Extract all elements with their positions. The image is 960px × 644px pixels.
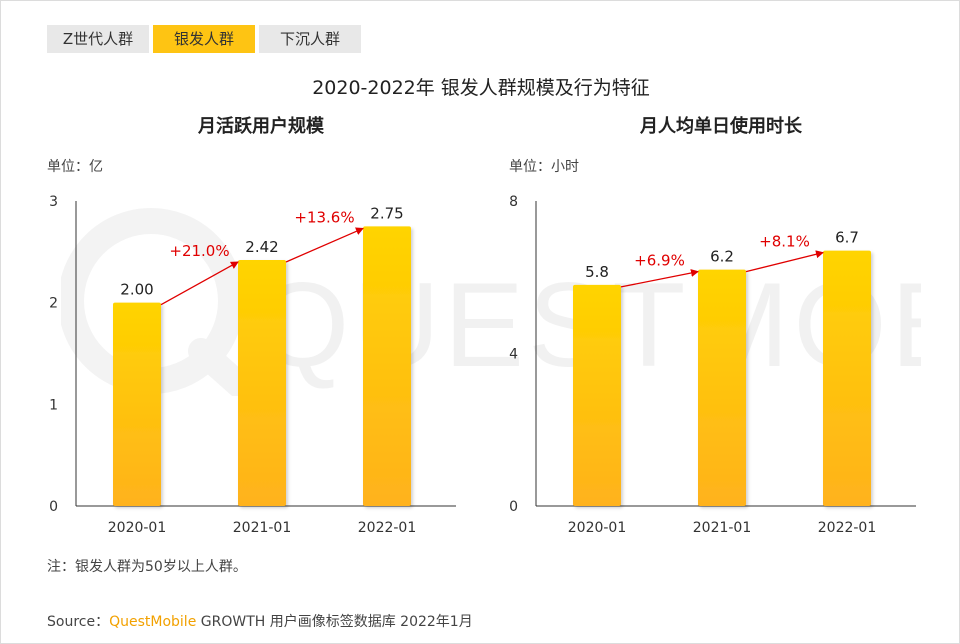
tab-silver[interactable]: 银发人群 xyxy=(153,25,255,53)
bar-value-label: 2.00 xyxy=(120,281,153,299)
growth-arrow xyxy=(620,269,699,288)
tab-gen-z[interactable]: Z世代人群 xyxy=(47,25,149,53)
mau-bar-chart: 0 1 2 3 2.00 2020-01 2.42 2021-01 2.75 2022-01 +21… xyxy=(49,194,456,536)
bar-value-label: 5.8 xyxy=(585,263,609,281)
growth-arrow xyxy=(285,227,364,263)
x-tick-label: 2021-01 xyxy=(693,520,752,536)
bar xyxy=(573,284,621,506)
source-rest: GROWTH 用户画像标签数据库 2022年1月 xyxy=(196,614,473,630)
growth-label: +8.1% xyxy=(759,233,810,251)
bar-value-label: 2.42 xyxy=(245,238,278,256)
source-prefix: Source： xyxy=(47,614,110,630)
bar-value-label: 6.7 xyxy=(835,229,859,247)
y-tick-label: 3 xyxy=(49,194,58,210)
y-tick-label: 2 xyxy=(49,296,58,312)
bar xyxy=(363,226,411,506)
x-tick-label: 2020-01 xyxy=(108,520,167,536)
bar xyxy=(113,302,161,506)
source-line: Source：QuestMobile GROWTH 用户画像标签数据库 2022… xyxy=(47,611,473,631)
growth-arrow xyxy=(745,250,824,273)
y-tick-label: 0 xyxy=(49,499,58,515)
chart-title-mau: 月活跃用户规模 xyxy=(198,116,324,137)
unit-label-usage-time: 单位：小时 xyxy=(509,159,579,175)
page-title: 2020-2022年 银发人群规模及行为特征 xyxy=(312,77,650,99)
growth-label: +13.6% xyxy=(294,208,354,226)
footnote: 注：银发人群为50岁以上人群。 xyxy=(47,559,247,575)
tab-lower-tier[interactable]: 下沉人群 xyxy=(259,25,361,53)
x-tick-label: 2020-01 xyxy=(568,520,627,536)
y-tick-label: 1 xyxy=(49,397,58,413)
bar-value-label: 2.75 xyxy=(370,204,403,222)
y-tick-label: 4 xyxy=(509,347,518,363)
x-tick-label: 2022-01 xyxy=(358,520,417,536)
bar xyxy=(823,250,871,506)
x-tick-label: 2022-01 xyxy=(818,520,877,536)
x-tick-label: 2021-01 xyxy=(233,520,292,536)
y-tick-label: 8 xyxy=(509,194,518,210)
segment-tabs: Z世代人群 银发人群 下沉人群 xyxy=(47,25,361,53)
growth-label: +6.9% xyxy=(634,252,685,270)
source-brand: QuestMobile xyxy=(109,614,197,630)
growth-label: +21.0% xyxy=(169,242,229,260)
usage-time-bar-chart: 0 4 8 5.8 2020-01 6.2 2021-01 6.7 2022-01 +6.9% +8… xyxy=(509,194,916,536)
growth-arrow xyxy=(160,261,239,306)
y-tick-label: 0 xyxy=(509,499,518,515)
bar xyxy=(698,269,746,506)
bar-value-label: 6.2 xyxy=(710,248,734,266)
chart-title-usage-time: 月人均单日使用时长 xyxy=(640,116,802,137)
bar xyxy=(238,259,286,506)
unit-label-mau: 单位：亿 xyxy=(47,159,103,175)
